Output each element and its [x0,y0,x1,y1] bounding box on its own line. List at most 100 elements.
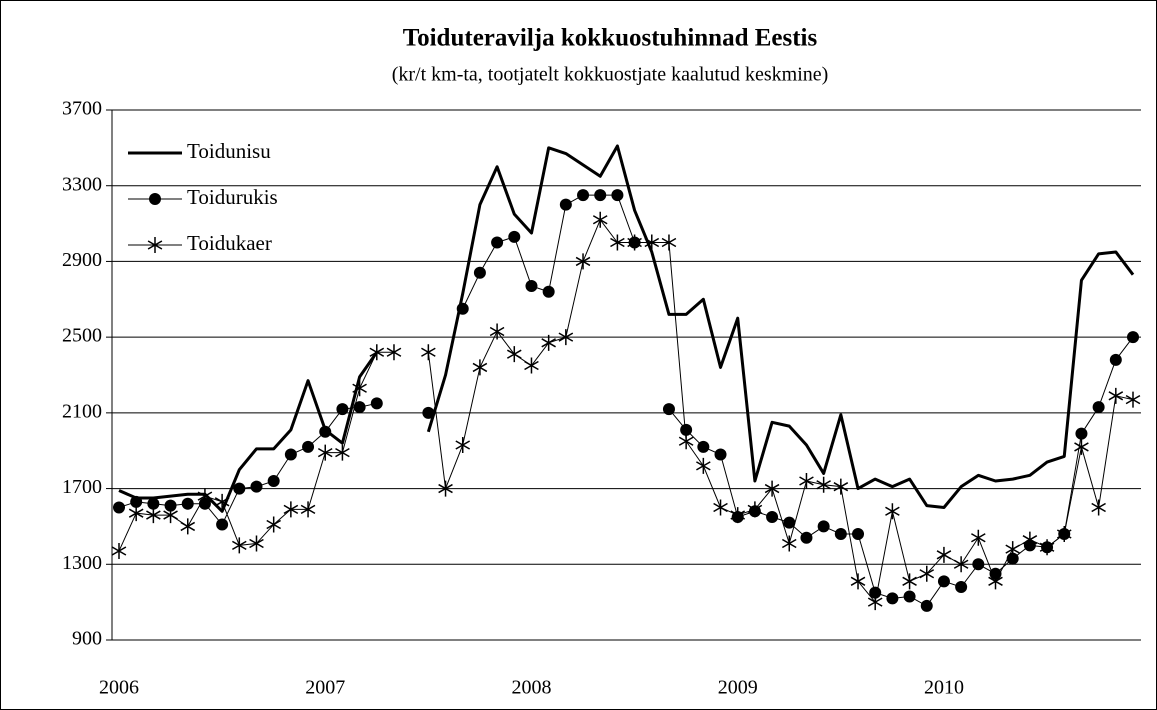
point [781,535,797,552]
point [816,476,831,493]
point [592,211,608,228]
point [747,501,763,518]
x-tick-label: 2008 [511,677,551,699]
point [233,482,246,495]
point [266,516,281,533]
point [336,403,349,416]
point [111,543,127,560]
point [232,537,247,554]
point [783,516,796,529]
x-tick-label: 2006 [99,677,139,699]
point [559,198,572,211]
point [456,302,469,315]
x-tick-label: 2010 [924,677,964,699]
series [111,211,1141,611]
y-tick-label: 1700 [62,476,102,498]
point [919,565,935,582]
point [525,280,538,293]
point [627,234,642,251]
point [422,406,435,419]
point [833,478,849,495]
point [834,528,847,540]
point [1092,401,1105,414]
point [764,480,780,497]
point [508,230,521,243]
point [730,507,746,524]
point [541,334,556,351]
x-tick-label: 2009 [718,677,758,699]
point [1075,427,1088,440]
point [216,518,229,531]
y-tick-label: 3700 [62,98,102,120]
series-line [118,144,1135,513]
point [869,586,882,599]
legend-marker [149,193,161,205]
point [955,581,968,593]
point [852,528,865,540]
point [491,236,504,249]
point [146,507,161,524]
point [972,558,985,571]
point [370,397,383,410]
point [319,425,332,438]
legend-label: Toidunisu [187,139,271,163]
point [542,285,555,298]
point [800,531,813,544]
legend-entry: Toidurukis [128,185,278,209]
point [317,444,333,461]
point [817,520,830,533]
legend-label: Toidukaer [187,231,272,255]
legend-entry: Toidukaer [128,231,272,255]
point [971,529,986,546]
point [214,493,230,510]
point [920,599,933,612]
y-tick-label: 1300 [62,552,102,574]
point [180,518,196,535]
y-tick-label: 2100 [62,400,102,422]
point [283,501,299,518]
point [250,480,263,493]
point [1109,353,1122,366]
point [662,403,675,416]
point [1039,539,1055,556]
point [885,503,900,520]
point [472,359,488,376]
point [594,189,607,202]
point [524,357,539,374]
point [284,448,297,461]
point [335,444,350,461]
point [438,480,453,497]
point [1091,499,1106,516]
point [611,189,624,202]
y-tick-label: 2500 [62,325,102,347]
series [113,189,1139,612]
point [353,401,366,414]
point [988,573,1003,590]
point [506,346,522,363]
point [577,189,590,202]
chart-title: Toiduteravilja kokkuostuhinnad Eestis [403,25,818,52]
point [1108,387,1124,404]
legend-marker [147,237,163,253]
point [1127,331,1139,344]
y-tick-label: 3300 [62,173,102,195]
point [1005,541,1020,558]
point [902,573,917,590]
point [903,590,916,603]
point [713,499,728,516]
y-tick-label: 2900 [62,249,102,271]
point [300,501,316,518]
point [163,507,178,524]
point [714,448,727,461]
point [644,234,660,251]
point [936,546,952,563]
point [181,497,194,510]
point [249,535,264,552]
point [164,499,177,512]
point [302,440,315,453]
point [1056,526,1072,542]
legend-entry: Toidunisu [128,139,271,163]
point [197,488,213,505]
